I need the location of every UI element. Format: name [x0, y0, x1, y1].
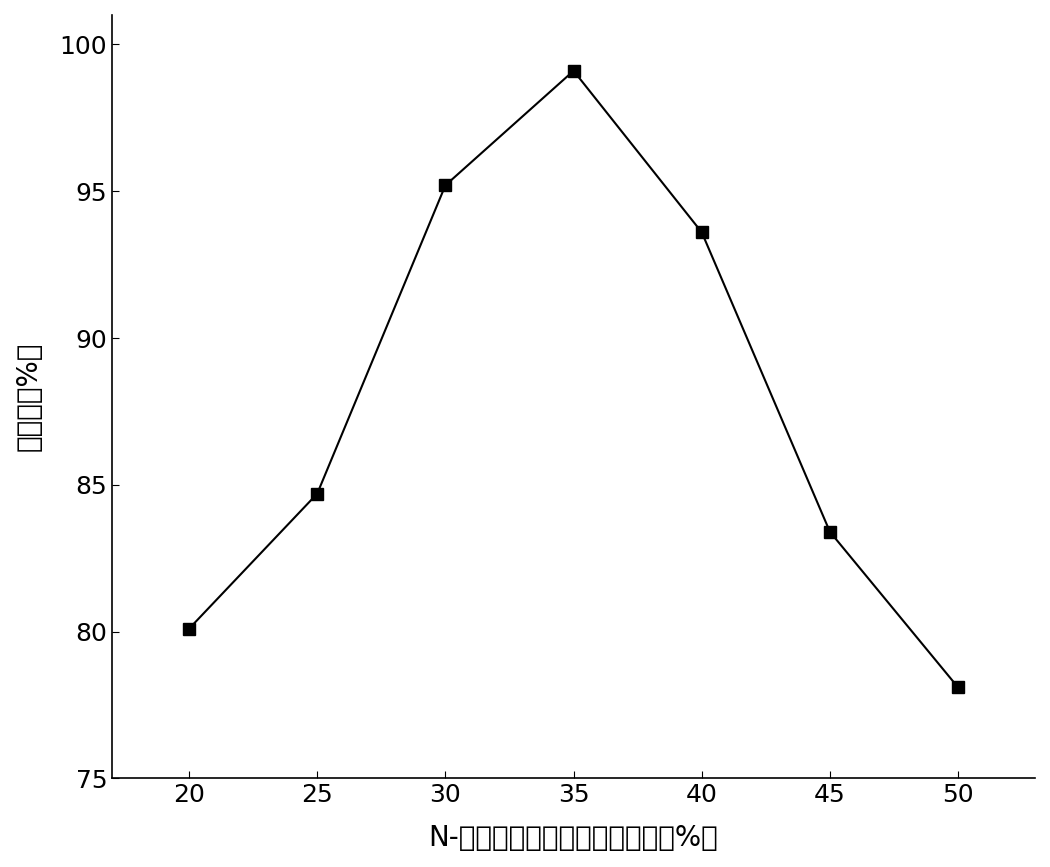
- X-axis label: N-乙基呀啊碔酸盐的质量分数（%）: N-乙基呀啊碔酸盐的质量分数（%）: [428, 824, 718, 852]
- Y-axis label: 萨取率（%）: 萨取率（%）: [15, 342, 43, 452]
